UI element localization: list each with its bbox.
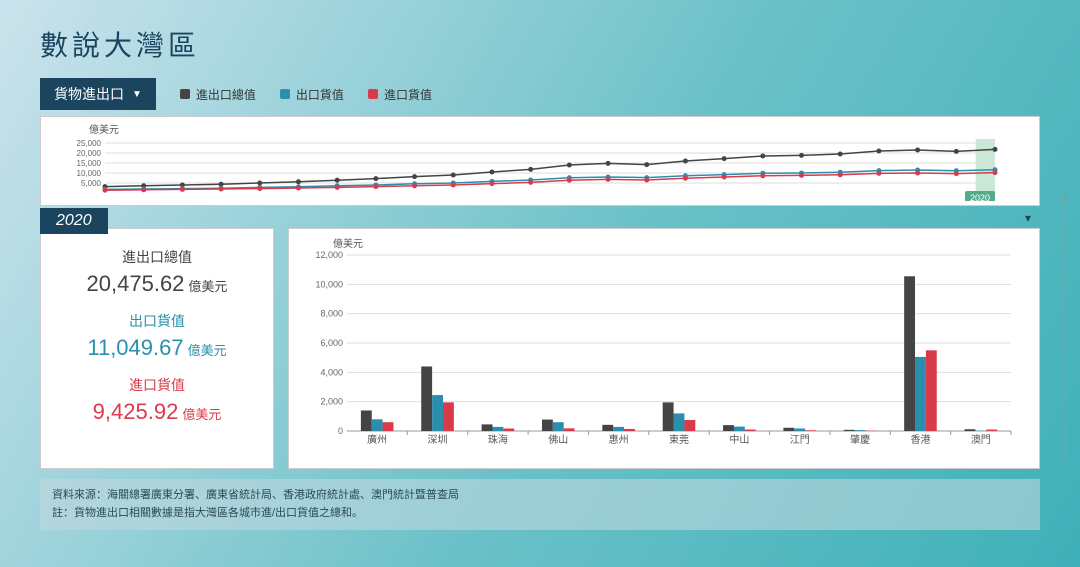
- stat-block: 出口貨值 11,049.67億美元: [51, 311, 263, 361]
- svg-text:香港: 香港: [910, 434, 930, 446]
- svg-text:5,000: 5,000: [81, 179, 102, 188]
- y-axis-unit: 億美元: [89, 121, 119, 136]
- stat-label: 進出口總值: [51, 247, 263, 267]
- legend-item[interactable]: 出口貨值: [280, 86, 344, 103]
- legend-label: 進口貨值: [384, 86, 432, 103]
- svg-text:廣州: 廣州: [367, 433, 387, 446]
- svg-text:15,000: 15,000: [77, 159, 102, 168]
- legend-item[interactable]: 進出口總值: [180, 86, 256, 103]
- legend-swatch: [280, 89, 290, 99]
- stat-block: 進口貨值 9,425.92億美元: [51, 375, 263, 425]
- svg-text:中山: 中山: [729, 433, 749, 446]
- stat-label: 出口貨值: [51, 311, 263, 331]
- svg-text:2020: 2020: [970, 193, 990, 201]
- timeline-svg: 5,00010,00015,00020,00025,000 2020: [53, 125, 1013, 201]
- scroll-indicator: [1064, 200, 1066, 460]
- stat-block: 進出口總值 20,475.62億美元: [51, 247, 263, 297]
- legend-item[interactable]: 進口貨值: [368, 86, 432, 103]
- svg-text:20,000: 20,000: [77, 149, 102, 158]
- year-tab[interactable]: 2020: [40, 208, 108, 234]
- dropdown-label: 貨物進出口: [54, 84, 124, 104]
- legend-swatch: [368, 89, 378, 99]
- svg-text:12,000: 12,000: [315, 250, 343, 260]
- svg-text:珠海: 珠海: [488, 433, 508, 446]
- svg-text:佛山: 佛山: [548, 433, 568, 446]
- svg-text:肇慶: 肇慶: [850, 433, 870, 446]
- metric-dropdown[interactable]: 貨物進出口 ▼: [40, 78, 156, 110]
- svg-text:澳門: 澳門: [971, 433, 991, 446]
- svg-text:深圳: 深圳: [428, 434, 448, 446]
- svg-text:東莞: 東莞: [669, 433, 689, 446]
- svg-text:10,000: 10,000: [315, 279, 343, 289]
- footer-remark: 註：貨物進出口相關數據是指大灣區各城市進/出口貨值之總和。: [52, 505, 1028, 523]
- bar-svg: 0 2,000 4,000 6,000 8,000 10,000 12,000 廣州 深圳 珠海 佛…: [301, 237, 1021, 455]
- legend-label: 進出口總值: [196, 86, 256, 103]
- footer-note: 資料來源：海關總署廣東分署、廣東省統計局、香港政府統計處、澳門統計暨普查局 註：…: [40, 479, 1040, 530]
- filter-icon[interactable]: ▾: [1025, 211, 1031, 225]
- page-title: 數說大灣區: [40, 24, 1040, 64]
- legend: 進出口總值 出口貨值 進口貨值: [180, 86, 432, 103]
- stat-label: 進口貨值: [51, 375, 263, 395]
- svg-text:惠州: 惠州: [609, 433, 629, 446]
- stat-value: 20,475.62億美元: [51, 271, 263, 297]
- svg-text:2,000: 2,000: [320, 397, 343, 407]
- stats-panel: 進出口總值 20,475.62億美元出口貨值 11,049.67億美元進口貨值 9,4…: [40, 228, 274, 469]
- svg-text:6,000: 6,000: [320, 338, 343, 348]
- svg-text:25,000: 25,000: [77, 139, 102, 148]
- toolbar: 貨物進出口 ▼ 進出口總值 出口貨值 進口貨值: [40, 78, 1040, 110]
- stat-value: 9,425.92億美元: [51, 399, 263, 425]
- svg-text:10,000: 10,000: [77, 169, 102, 178]
- svg-text:4,000: 4,000: [320, 367, 343, 377]
- svg-text:江門: 江門: [790, 434, 810, 446]
- legend-swatch: [180, 89, 190, 99]
- footer-source: 資料來源：海關總署廣東分署、廣東省統計局、香港政府統計處、澳門統計暨普查局: [52, 487, 1028, 505]
- bar-y-unit: 億美元: [333, 235, 363, 250]
- svg-text:8,000: 8,000: [320, 309, 343, 319]
- timeline-chart[interactable]: 億美元 5,00010,00015,00020,00025,000 2020: [40, 116, 1040, 206]
- legend-label: 出口貨值: [296, 86, 344, 103]
- stat-value: 11,049.67億美元: [51, 335, 263, 361]
- bar-chart-panel: ▾ 億美元 02,0004,0006,0008,00010,00012,000廣…: [288, 228, 1040, 469]
- chevron-down-icon: ▼: [132, 89, 142, 100]
- svg-text:0: 0: [338, 426, 343, 436]
